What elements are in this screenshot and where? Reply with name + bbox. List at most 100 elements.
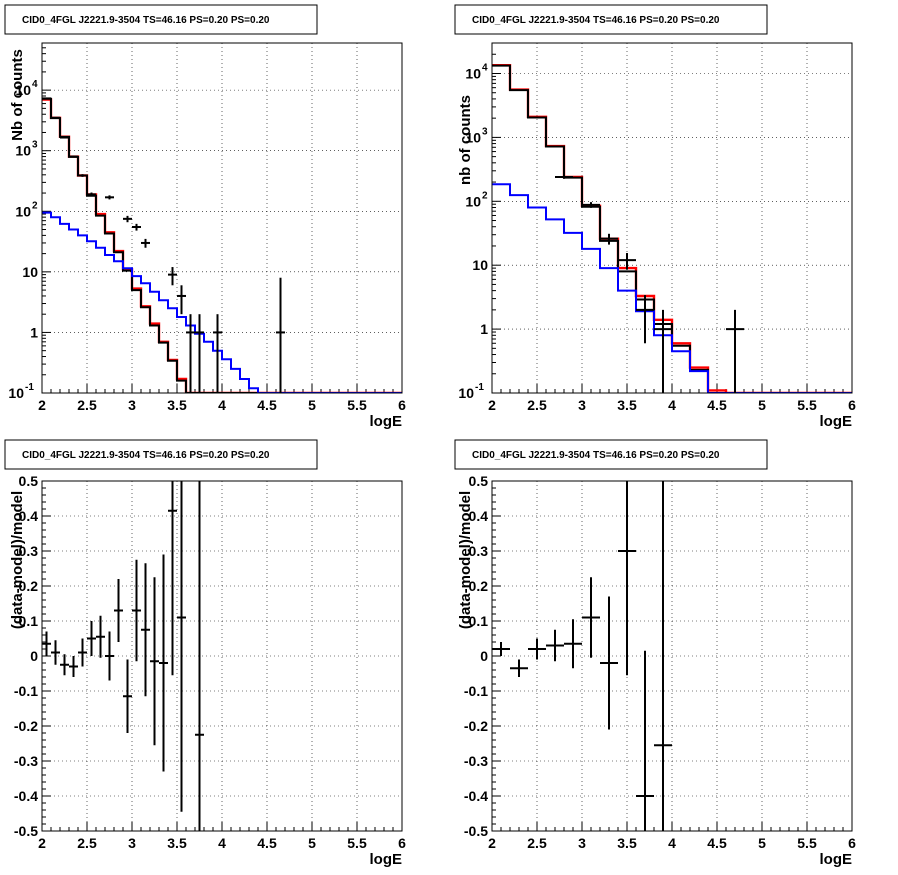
y-axis-title: (data-model)/model [9, 491, 26, 629]
y-tick-label: 10 [465, 129, 481, 145]
series-line-3 [42, 211, 402, 393]
x-tick-label: 3.5 [167, 397, 187, 413]
y-tick-exponent: -1 [25, 382, 34, 393]
chart-panel-4: CID0_4FGL J2221.9-3504 TS=46.16 PS=0.20 … [454, 439, 856, 868]
x-tick-label: 3.5 [617, 835, 637, 851]
y-tick-exponent: -1 [475, 382, 484, 393]
y-tick-label: -0.4 [14, 788, 38, 804]
series-line-3 [492, 183, 852, 393]
x-tick-label: 5.5 [347, 835, 367, 851]
chart-panel-1: CID0_4FGL J2221.9-3504 TS=46.16 PS=0.20 … [4, 4, 406, 430]
x-tick-label: 5 [308, 835, 316, 851]
plot-frame [41, 480, 403, 832]
y-tick-label: 10 [465, 193, 481, 209]
y-tick-label: 0.4 [19, 508, 39, 524]
y-tick-label: 1 [30, 324, 38, 340]
x-tick-label: 5.5 [347, 397, 367, 413]
chart-panel-3: CID0_4FGL J2221.9-3504 TS=46.16 PS=0.20 … [4, 439, 406, 868]
y-tick-exponent: 4 [32, 79, 38, 90]
y-tick-label: 0.1 [19, 613, 39, 629]
chart-title-box [4, 439, 318, 470]
x-tick-label: 4 [668, 397, 676, 413]
y-tick-label: 10 [458, 385, 474, 401]
x-tick-label: 2.5 [77, 835, 97, 851]
x-axis-title: logE [370, 413, 403, 430]
y-tick-label: 0.5 [19, 473, 39, 489]
chart-title-box [4, 4, 318, 35]
x-tick-label: 5 [758, 397, 766, 413]
y-tick-exponent: 4 [482, 62, 488, 73]
y-tick-label: 10 [8, 385, 24, 401]
y-tick-label: 10 [15, 143, 31, 159]
x-tick-label: 2 [488, 397, 496, 413]
x-tick-label: 3.5 [167, 835, 187, 851]
y-tick-label: -0.1 [464, 683, 488, 699]
x-tick-label: 5.5 [797, 397, 817, 413]
y-tick-label: 0.2 [469, 578, 489, 594]
y-tick-label: 10 [465, 65, 481, 81]
plot-area [42, 97, 402, 393]
y-tick-label: -0.1 [14, 683, 38, 699]
series-line-2 [42, 97, 402, 393]
x-tick-label: 4 [218, 835, 226, 851]
y-tick-label: 0.5 [469, 473, 489, 489]
chart-title-box [454, 4, 768, 35]
y-tick-label: 10 [15, 82, 31, 98]
x-tick-label: 5 [758, 835, 766, 851]
y-axis-title: (data-model)/model [457, 491, 474, 629]
y-tick-label: -0.2 [464, 718, 488, 734]
x-tick-label: 6 [398, 397, 406, 413]
x-tick-label: 2 [38, 835, 46, 851]
chart-panel-2: CID0_4FGL J2221.9-3504 TS=46.16 PS=0.20 … [454, 4, 856, 430]
x-tick-label: 6 [848, 835, 856, 851]
chart-title: CID0_4FGL J2221.9-3504 TS=46.16 PS=0.20 … [22, 15, 270, 26]
x-axis-title: logE [820, 851, 853, 868]
x-axis-title: logE [820, 413, 853, 430]
y-tick-label: 0.3 [19, 543, 39, 559]
chart-title: CID0_4FGL J2221.9-3504 TS=46.16 PS=0.20 … [472, 15, 720, 26]
x-tick-label: 2 [38, 397, 46, 413]
x-tick-label: 4 [218, 397, 226, 413]
x-tick-label: 5 [308, 397, 316, 413]
x-tick-label: 3 [128, 835, 136, 851]
x-tick-label: 3.5 [617, 397, 637, 413]
x-tick-label: 3 [578, 835, 586, 851]
y-tick-label: -0.5 [464, 823, 488, 839]
plot-frame [491, 42, 853, 394]
y-tick-label: 1 [480, 321, 488, 337]
y-tick-label: -0.3 [464, 753, 488, 769]
y-tick-exponent: 3 [482, 126, 488, 137]
plot-frame [41, 42, 403, 394]
y-tick-exponent: 2 [482, 190, 488, 201]
y-tick-exponent: 3 [32, 140, 38, 151]
y-tick-label: 10 [472, 257, 488, 273]
x-axis-title: logE [370, 851, 403, 868]
chart-title-box [454, 439, 768, 470]
plot-area [492, 64, 852, 393]
y-tick-label: 0.1 [469, 613, 489, 629]
x-tick-label: 5.5 [797, 835, 817, 851]
plot-frame [491, 480, 853, 832]
y-tick-label: 10 [15, 203, 31, 219]
chart-title: CID0_4FGL J2221.9-3504 TS=46.16 PS=0.20 … [472, 450, 720, 461]
x-tick-label: 4.5 [257, 397, 277, 413]
x-tick-label: 2.5 [527, 397, 547, 413]
plot-area [42, 481, 204, 831]
x-tick-label: 2.5 [77, 397, 97, 413]
x-tick-label: 3 [578, 397, 586, 413]
x-tick-label: 4.5 [707, 835, 727, 851]
x-tick-label: 4.5 [707, 397, 727, 413]
y-tick-label: -0.4 [464, 788, 488, 804]
x-tick-label: 6 [848, 397, 856, 413]
y-tick-label: 0 [480, 648, 488, 664]
x-tick-label: 2.5 [527, 835, 547, 851]
x-tick-label: 6 [398, 835, 406, 851]
chart-title: CID0_4FGL J2221.9-3504 TS=46.16 PS=0.20 … [22, 450, 270, 461]
y-tick-label: 0.2 [19, 578, 39, 594]
x-tick-label: 4.5 [257, 835, 277, 851]
y-tick-label: -0.5 [14, 823, 38, 839]
y-tick-label: 0.4 [469, 508, 489, 524]
y-tick-label: 10 [22, 264, 38, 280]
y-tick-label: 0.3 [469, 543, 489, 559]
